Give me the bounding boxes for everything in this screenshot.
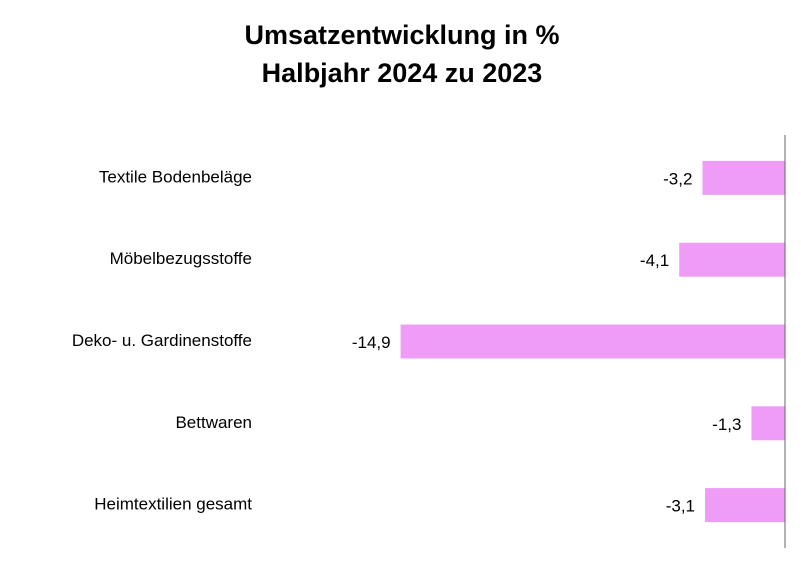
bar [751, 406, 785, 441]
value-label: -4,1 [640, 251, 669, 270]
value-label: -3,2 [663, 169, 692, 188]
category-label: Bettwaren [175, 413, 252, 432]
bar [702, 160, 785, 195]
bar [705, 488, 785, 523]
category-label: Heimtextilien gesamt [94, 495, 252, 514]
category-label: Möbelbezugsstoffe [110, 249, 252, 268]
category-label: Textile Bodenbeläge [99, 167, 252, 186]
chart-subtitle: Halbjahr 2024 zu 2023 [262, 58, 543, 88]
value-label: -14,9 [352, 333, 391, 352]
bar [400, 324, 785, 359]
bar [679, 242, 785, 277]
chart-title: Umsatzentwicklung in % [244, 20, 559, 50]
value-label: -1,3 [712, 415, 741, 434]
value-label: -3,1 [666, 497, 695, 516]
category-label: Deko- u. Gardinenstoffe [72, 331, 252, 350]
